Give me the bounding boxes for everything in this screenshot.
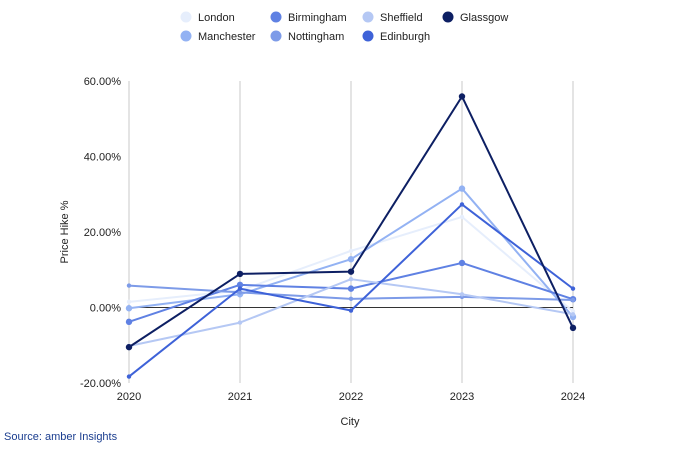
grid (128, 81, 574, 383)
y-tick-label: 40.00% (84, 152, 122, 164)
x-tick-label: 2024 (561, 391, 585, 403)
series-group (125, 93, 577, 379)
legend-swatch (180, 11, 192, 23)
data-point (126, 283, 132, 288)
data-point (458, 185, 466, 192)
data-point (236, 281, 244, 289)
legend-swatch (270, 11, 282, 23)
y-tick-label: -20.00% (80, 378, 121, 390)
y-axis-title: Price Hike % (59, 200, 71, 263)
legend-label: Edinburgh (380, 31, 430, 43)
data-point (348, 276, 354, 282)
data-point (347, 285, 355, 292)
data-point (126, 299, 132, 305)
legend-label: Glassgow (460, 12, 508, 24)
data-point (569, 324, 577, 332)
source-note: Source: amber Insights (4, 431, 118, 443)
legend-swatch (362, 11, 374, 23)
data-point (125, 343, 133, 351)
legend-item-birmingham: Birmingham (270, 11, 347, 24)
legend-item-edinburgh: Edinburgh (362, 30, 430, 43)
legend-item-london: London (180, 11, 235, 24)
data-point (570, 286, 576, 291)
data-point (348, 308, 354, 313)
data-point (570, 312, 576, 317)
series-edinburgh (126, 202, 576, 379)
data-point (459, 214, 465, 220)
legend-item-sheffield: Sheffield (362, 11, 423, 24)
legend-label: Nottingham (288, 31, 344, 43)
legend-swatch (442, 11, 454, 23)
data-point (237, 290, 243, 295)
x-tick-label: 2021 (228, 391, 252, 403)
data-point (347, 255, 355, 263)
data-point (570, 297, 576, 303)
y-axis: -20.00% 0.00% 20.00% 40.00% 60.00% (80, 76, 121, 390)
legend-label: Manchester (198, 31, 256, 43)
data-point (237, 286, 243, 291)
data-point (570, 309, 576, 314)
legend: London Birmingham Sheffield Glassgow Manches… (180, 11, 508, 43)
data-point (458, 259, 466, 267)
x-tick-label: 2020 (117, 391, 141, 403)
legend-label: Sheffield (380, 12, 423, 24)
data-point (125, 305, 133, 312)
data-point (125, 318, 133, 326)
legend-item-manchester: Manchester (180, 30, 256, 43)
series-glassgow (125, 93, 577, 351)
legend-item-glassgow: Glassgow (442, 11, 508, 24)
data-point (348, 248, 354, 254)
legend-swatch (270, 30, 282, 42)
y-tick-label: 20.00% (84, 227, 122, 239)
legend-swatch (362, 30, 374, 42)
data-point (236, 270, 244, 278)
legend-swatch (180, 30, 192, 42)
data-point (348, 296, 354, 302)
x-tick-label: 2023 (450, 391, 474, 403)
x-axis-title: City (341, 416, 360, 428)
data-point (459, 202, 465, 207)
data-point (458, 93, 466, 100)
y-tick-label: 60.00% (84, 76, 122, 88)
y-tick-label: 0.00% (90, 303, 121, 315)
x-tick-label: 2022 (339, 391, 363, 403)
data-point (237, 320, 243, 325)
legend-item-nottingham: Nottingham (270, 30, 344, 43)
data-point (459, 292, 465, 297)
legend-label: London (198, 12, 235, 24)
data-point (347, 268, 355, 275)
legend-label: Birmingham (288, 12, 347, 24)
x-axis: 2020 2021 2022 2023 2024 (117, 391, 585, 403)
data-point (126, 374, 132, 379)
